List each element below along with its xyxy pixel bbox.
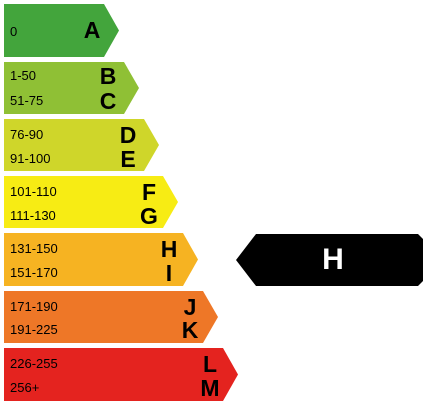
band-f-letter: F: [141, 179, 157, 205]
band-j-letter: J: [183, 294, 197, 320]
band-lm-shape: [4, 348, 238, 401]
band-g-letter: G: [140, 203, 158, 229]
band-c-letter: C: [99, 88, 117, 114]
current-rating-marker: [236, 234, 423, 286]
band-b-letter: B: [99, 63, 117, 89]
band-f-range: 101-110: [10, 184, 57, 199]
band-l-letter: L: [202, 351, 218, 377]
band-g-range: 111-130: [10, 208, 56, 223]
band-k-range: 191-225: [10, 322, 58, 337]
band-e-letter: E: [120, 146, 136, 172]
band-k-letter: K: [181, 317, 199, 343]
band-m-letter: M: [200, 375, 220, 401]
band-i-letter: I: [165, 260, 173, 286]
band-a-shape: [4, 4, 119, 57]
band-a: 0 A: [4, 4, 119, 57]
band-c-range: 51-75: [10, 93, 44, 108]
band-jk-shape: [4, 291, 218, 343]
band-lm: 226-255 256+ L M: [4, 348, 238, 401]
band-d-range: 76-90: [10, 127, 44, 142]
band-l-range: 226-255: [10, 356, 58, 371]
band-hi: 131-150 151-170 H I: [4, 233, 198, 286]
band-j-range: 171-190: [10, 299, 58, 314]
band-a-letter: A: [83, 17, 101, 43]
current-rating-letter: H: [322, 243, 344, 276]
band-h-letter: H: [160, 236, 178, 262]
band-a-range: 0: [10, 24, 18, 39]
band-fg: 101-110 111-130 F G: [4, 176, 178, 229]
band-bc-shape: [4, 62, 139, 114]
band-m-range: 256+: [10, 380, 40, 395]
band-de-shape: [4, 119, 159, 171]
band-b-range: 1-50: [10, 68, 37, 83]
band-a-arrow: [4, 4, 119, 57]
band-hi-shape: [4, 233, 198, 286]
band-d-letter: D: [119, 122, 137, 148]
band-de: 76-90 91-100 D E: [4, 119, 159, 172]
band-fg-shape: [4, 176, 178, 228]
band-h-range: 131-150: [10, 241, 58, 256]
band-e-range: 91-100: [10, 151, 51, 166]
band-i-range: 151-170: [10, 265, 58, 280]
band-jk: 171-190 191-225 J K: [4, 291, 218, 343]
current-rating-arrow: [236, 234, 423, 286]
band-bc: 1-50 51-75 B C: [4, 62, 139, 114]
